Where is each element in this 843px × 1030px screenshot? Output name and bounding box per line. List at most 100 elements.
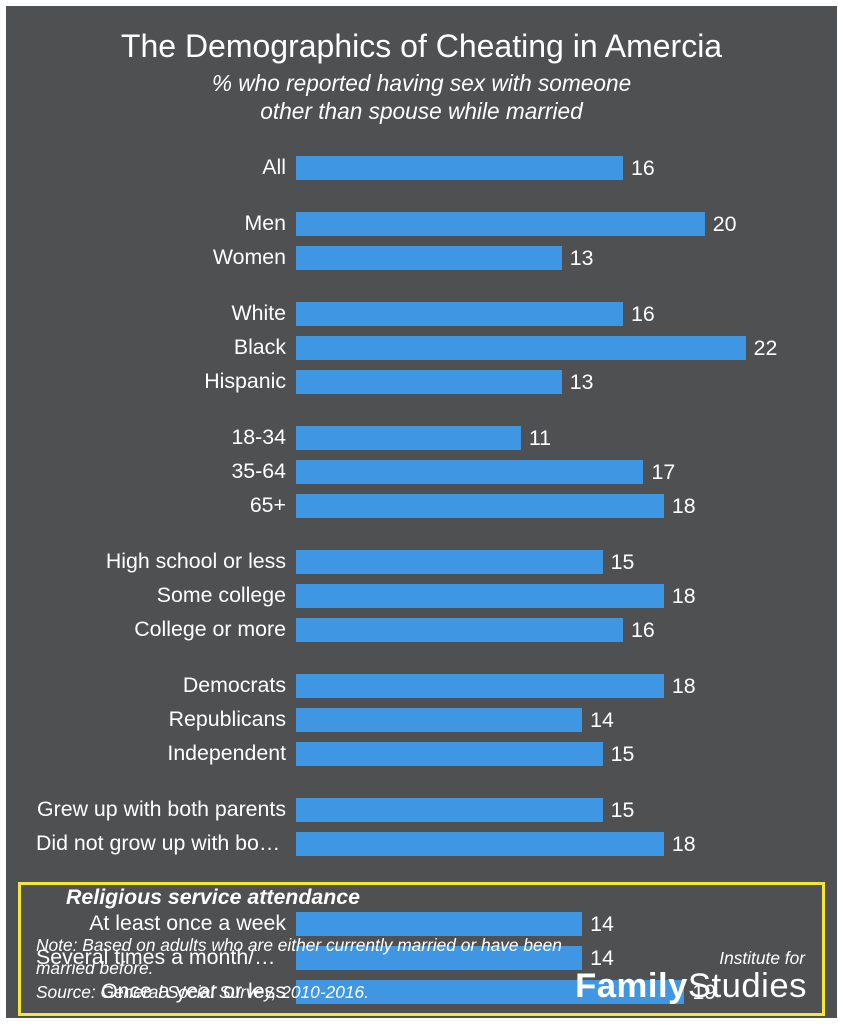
brand-logo: Institute for FamilyStudies <box>575 950 807 1004</box>
bar-value: 17 <box>643 460 675 484</box>
bar-row: Republicans 14 <box>36 706 807 734</box>
brand-rest: Studies <box>688 967 807 1005</box>
bar-value: 14 <box>582 912 614 936</box>
bar-track: 11 <box>296 426 807 450</box>
bar-value: 15 <box>603 550 635 574</box>
bar-track: 18 <box>296 584 807 608</box>
bar-value: 14 <box>582 708 614 732</box>
bar-track: 16 <box>296 156 807 180</box>
bar-row: Democrats 18 <box>36 672 807 700</box>
bar-label: Did not grow up with both... <box>36 831 296 856</box>
bar-track: 15 <box>296 550 807 574</box>
bar-value: 15 <box>603 742 635 766</box>
bar-fill <box>296 742 603 766</box>
subtitle-line-2: other than spouse while married <box>260 98 582 124</box>
bar-fill <box>296 302 623 326</box>
bar-track: 13 <box>296 370 807 394</box>
bar-label: College or more <box>36 617 296 642</box>
bar-row: Women 13 <box>36 244 807 272</box>
bar-value: 11 <box>521 426 551 450</box>
bar-track: 17 <box>296 460 807 484</box>
bar-row: High school or less15 <box>36 548 807 576</box>
bar-row: 18-34 11 <box>36 424 807 452</box>
bar-row: College or more 16 <box>36 616 807 644</box>
bar-fill <box>296 674 664 698</box>
bar-value: 18 <box>664 832 696 856</box>
bar-track: 15 <box>296 798 807 822</box>
chart-title: The Demographics of Cheating in Amercia <box>36 28 807 65</box>
bar-row: Grew up with both parents 15 <box>36 796 807 824</box>
bar-value: 18 <box>664 584 696 608</box>
footnote-line-1: Note: Based on adults who are either cur… <box>36 935 562 978</box>
bar-label: At least once a week <box>36 911 296 936</box>
bar-label: Black <box>36 335 296 360</box>
bar-label: 35-64 <box>36 459 296 484</box>
bar-value: 13 <box>562 370 594 394</box>
bar-row: Independent 15 <box>36 740 807 768</box>
bar-track: 16 <box>296 302 807 326</box>
bar-fill <box>296 584 664 608</box>
bar-track: 22 <box>296 336 807 360</box>
bar-track: 18 <box>296 674 807 698</box>
bar-label: Grew up with both parents <box>36 797 296 822</box>
bar-fill <box>296 460 643 484</box>
bar-value: 18 <box>664 674 696 698</box>
bar-value: 16 <box>623 618 655 642</box>
chart-panel: The Demographics of Cheating in Amercia … <box>6 6 837 1018</box>
brand-bold: Family <box>575 967 688 1005</box>
bar-value: 18 <box>664 494 696 518</box>
bar-row: Black 22 <box>36 334 807 362</box>
bar-fill <box>296 798 603 822</box>
section-label: Religious service attendance <box>36 886 807 910</box>
bar-row: Hispanic 13 <box>36 368 807 396</box>
bar-row: 35-64 17 <box>36 458 807 486</box>
bar-track: 15 <box>296 742 807 766</box>
bar-label: All <box>36 155 296 180</box>
bar-label: Women <box>36 245 296 270</box>
bar-label: Men <box>36 211 296 236</box>
bar-track: 14 <box>296 708 807 732</box>
bar-value: 20 <box>705 212 737 236</box>
bar-fill <box>296 156 623 180</box>
bar-value: 13 <box>562 246 594 270</box>
bar-label: 65+ <box>36 493 296 518</box>
bar-fill <box>296 832 664 856</box>
subtitle-line-1: % who reported having sex with someone <box>212 70 631 96</box>
brand-institute: Institute for <box>575 950 807 967</box>
bar-value: 16 <box>623 156 655 180</box>
bar-label: Republicans <box>36 707 296 732</box>
bar-fill <box>296 336 746 360</box>
bar-track: 18 <box>296 494 807 518</box>
bar-fill <box>296 494 664 518</box>
bar-fill <box>296 618 623 642</box>
bar-track: 13 <box>296 246 807 270</box>
bar-fill <box>296 708 582 732</box>
bar-row: Did not grow up with both... 18 <box>36 830 807 858</box>
bar-label: Some college <box>36 583 296 608</box>
bar-fill <box>296 912 582 936</box>
bar-label: Independent <box>36 741 296 766</box>
bar-fill <box>296 212 705 236</box>
bar-row: All 16 <box>36 154 807 182</box>
footnote: Note: Based on adults who are either cur… <box>36 934 575 1004</box>
bar-value: 22 <box>746 336 778 360</box>
bar-label: Hispanic <box>36 369 296 394</box>
footnote-line-2: Source: General Social Survey, 2010-2016… <box>36 982 369 1002</box>
bar-row: Some college 18 <box>36 582 807 610</box>
brand-main: FamilyStudies <box>575 967 807 1005</box>
bar-fill <box>296 246 562 270</box>
bar-row: 65+ 18 <box>36 492 807 520</box>
bar-value: 15 <box>603 798 635 822</box>
bar-track: 20 <box>296 212 807 236</box>
bar-label: Democrats <box>36 673 296 698</box>
bar-chart: All16Men20Women13White16Black22Hispanic1… <box>36 154 807 1006</box>
bar-fill <box>296 550 603 574</box>
chart-footer: Note: Based on adults who are either cur… <box>36 934 807 1004</box>
bar-label: 18-34 <box>36 425 296 450</box>
chart-subtitle: % who reported having sex with someone o… <box>36 69 807 126</box>
bar-label: White <box>36 301 296 326</box>
bar-row: Men 20 <box>36 210 807 238</box>
bar-track: 14 <box>296 912 807 936</box>
bar-track: 16 <box>296 618 807 642</box>
bar-fill <box>296 370 562 394</box>
